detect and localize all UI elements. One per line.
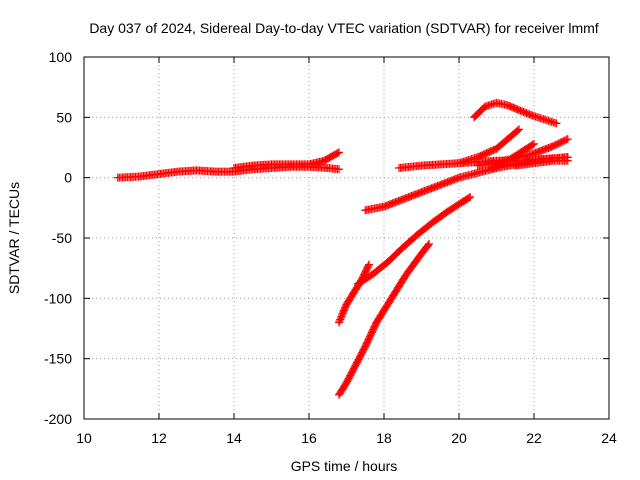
x-tick-label: 10 xyxy=(76,430,92,446)
data-point xyxy=(552,119,561,128)
data-point xyxy=(364,261,373,270)
series-11 xyxy=(470,98,561,128)
y-tick-label: 100 xyxy=(49,49,73,65)
grid xyxy=(83,56,610,420)
y-tick-label: -50 xyxy=(52,230,72,246)
data-point xyxy=(335,165,343,174)
x-tick-label: 12 xyxy=(151,430,167,446)
x-axis-label: GPS time / hours xyxy=(291,458,398,474)
x-tick-label: 18 xyxy=(376,430,392,446)
y-tick-label: -200 xyxy=(44,411,72,427)
series-2 xyxy=(335,240,433,399)
x-tick-label: 24 xyxy=(601,430,617,446)
data-point xyxy=(563,156,572,165)
series-1 xyxy=(230,148,343,173)
series-7 xyxy=(455,125,523,168)
data-point xyxy=(530,139,538,148)
plot-frame xyxy=(83,56,610,420)
series-3 xyxy=(335,260,373,327)
data-point xyxy=(333,149,342,158)
data-point xyxy=(528,140,537,149)
series-4 xyxy=(353,192,475,288)
data-point xyxy=(425,240,433,249)
data-point xyxy=(515,125,523,134)
series-9 xyxy=(488,139,538,173)
data-point xyxy=(562,135,571,144)
y-axis-label: SDTVAR / TECUs xyxy=(6,182,22,294)
series-10 xyxy=(511,156,572,170)
y-tick-label: 50 xyxy=(56,109,72,125)
y-tick-label: -150 xyxy=(44,351,72,367)
y-tick-label: -100 xyxy=(44,290,72,306)
data-point xyxy=(365,260,373,269)
data-point xyxy=(513,126,522,135)
data-points xyxy=(113,98,572,399)
data-point xyxy=(466,192,475,201)
x-tick-label: 14 xyxy=(226,430,242,446)
chart-title: Day 037 of 2024, Sidereal Day-to-day VTE… xyxy=(89,20,598,36)
data-point xyxy=(424,241,433,250)
data-point xyxy=(465,193,473,202)
tick-labels: 10 12 14 16 18 20 22 24 100 50 0 -50 -100 -150 -200 xyxy=(44,49,617,446)
y-tick-label: 0 xyxy=(64,170,72,186)
data-point xyxy=(335,148,343,157)
data-point xyxy=(563,135,572,144)
x-tick-label: 22 xyxy=(526,430,542,446)
x-tick-label: 16 xyxy=(301,430,317,446)
x-tick-label: 20 xyxy=(451,430,467,446)
